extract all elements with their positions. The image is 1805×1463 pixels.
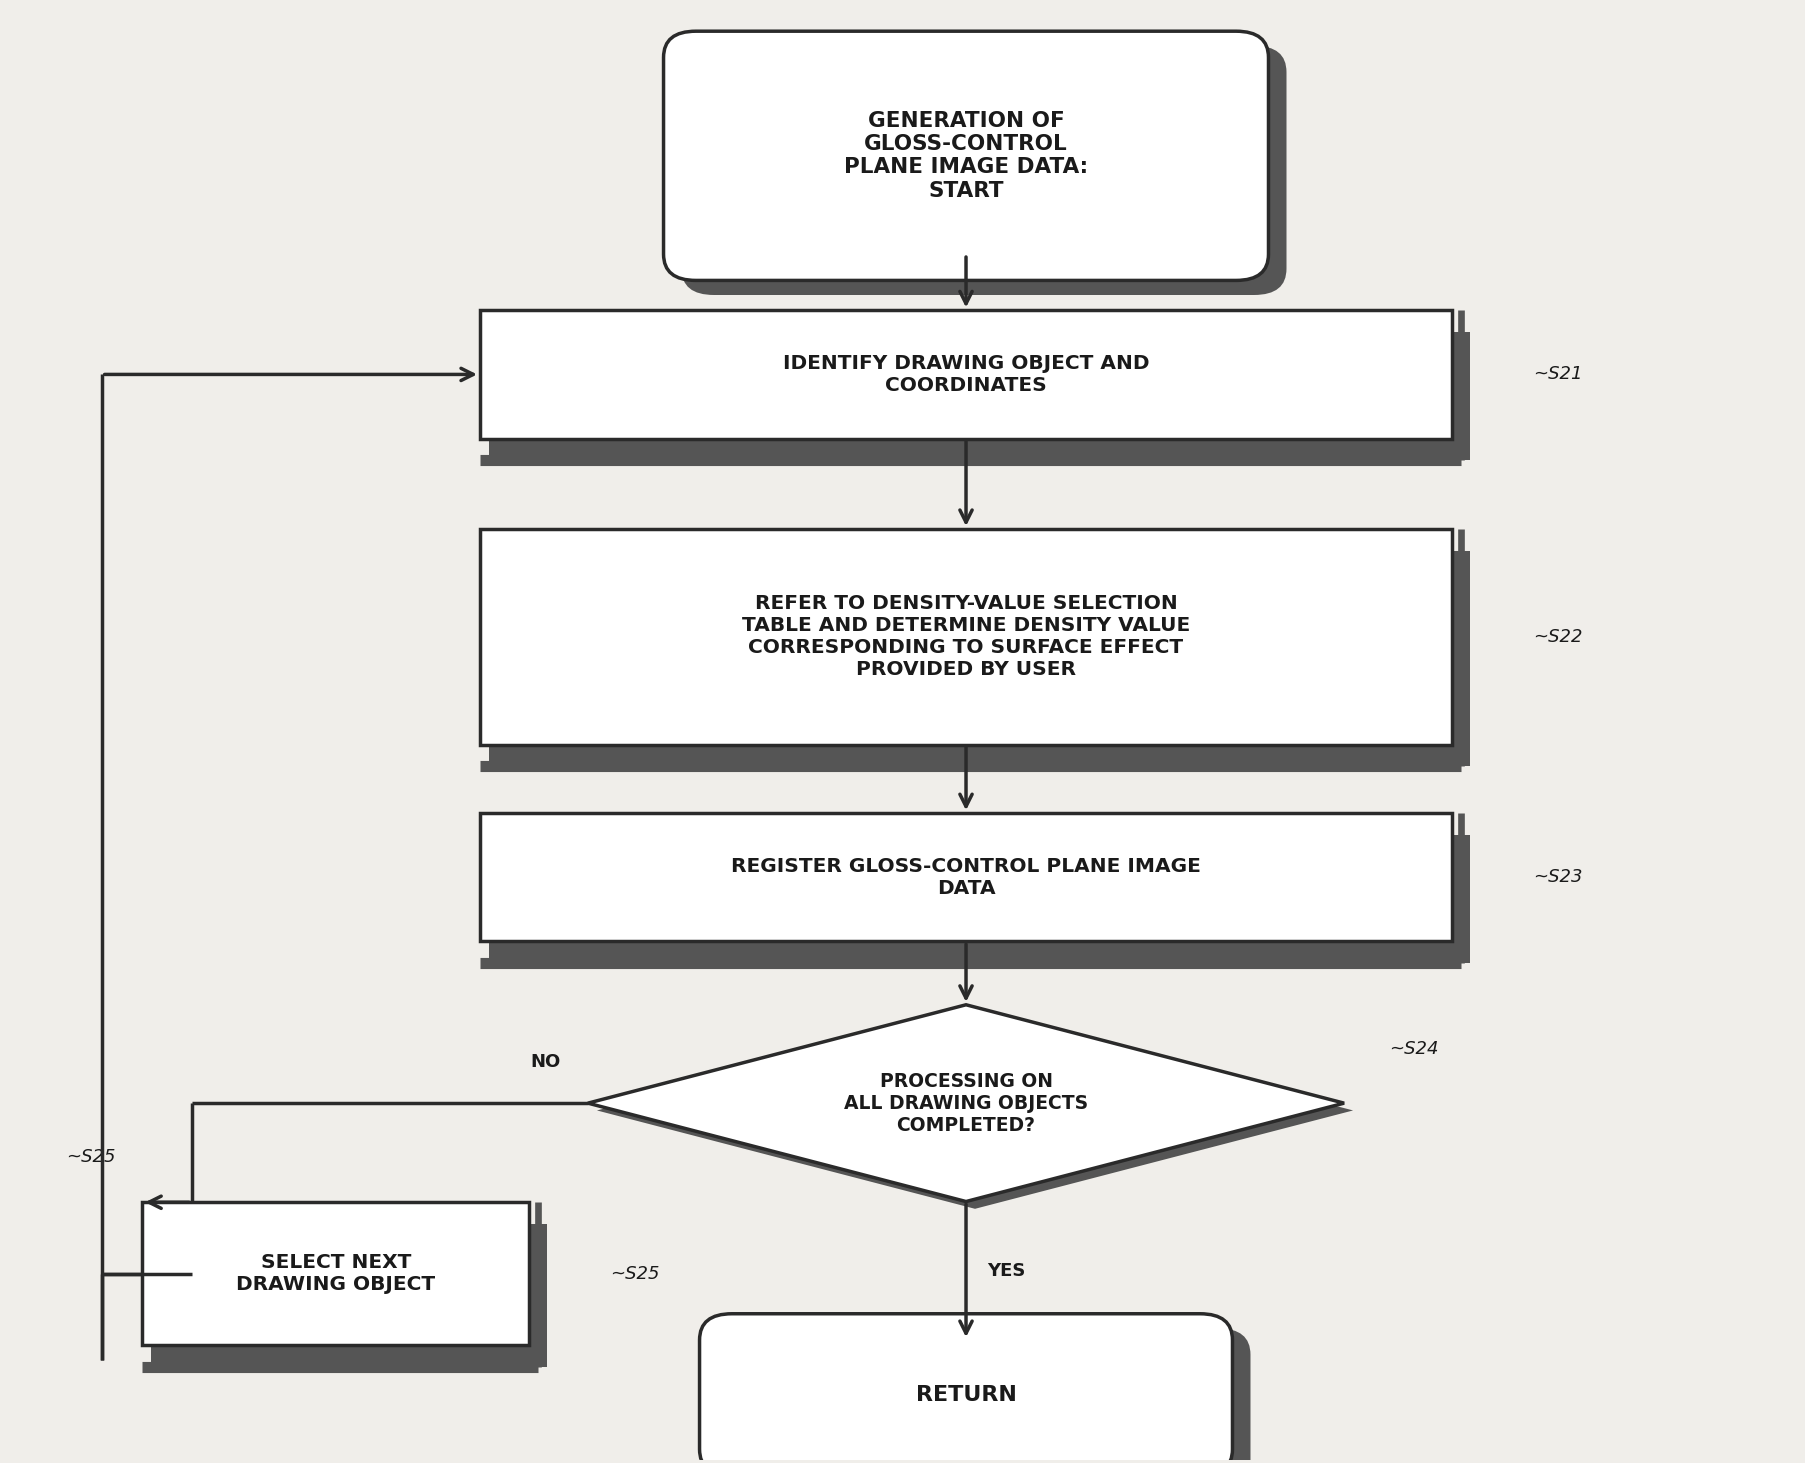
Bar	[480, 530, 1451, 745]
Text: GENERATION OF
GLOSS-CONTROL
PLANE IMAGE DATA:
START: GENERATION OF GLOSS-CONTROL PLANE IMAGE …	[843, 111, 1087, 200]
Polygon shape	[588, 1005, 1343, 1201]
Polygon shape	[597, 1012, 1352, 1208]
Text: ~S24: ~S24	[1388, 1040, 1439, 1058]
Text: ~S25: ~S25	[610, 1264, 659, 1283]
Bar	[489, 332, 1469, 461]
Bar	[152, 1225, 547, 1366]
FancyBboxPatch shape	[680, 45, 1285, 296]
Bar	[480, 813, 1451, 941]
FancyBboxPatch shape	[699, 1314, 1231, 1463]
Text: PROCESSING ON
ALL DRAWING OBJECTS
COMPLETED?: PROCESSING ON ALL DRAWING OBJECTS COMPLE…	[843, 1072, 1087, 1135]
Text: NO: NO	[531, 1053, 561, 1071]
Text: IDENTIFY DRAWING OBJECT AND
COORDINATES: IDENTIFY DRAWING OBJECT AND COORDINATES	[782, 354, 1148, 395]
Bar	[489, 550, 1469, 767]
Text: ~S23: ~S23	[1532, 868, 1581, 887]
Text: ~S25: ~S25	[65, 1148, 116, 1166]
Text: REGISTER GLOSS-CONTROL PLANE IMAGE
DATA: REGISTER GLOSS-CONTROL PLANE IMAGE DATA	[731, 857, 1200, 898]
FancyBboxPatch shape	[717, 1328, 1249, 1463]
Text: RETURN: RETURN	[915, 1384, 1016, 1404]
Text: ~S21: ~S21	[1532, 366, 1581, 383]
FancyBboxPatch shape	[662, 31, 1267, 281]
Text: REFER TO DENSITY-VALUE SELECTION
TABLE AND DETERMINE DENSITY VALUE
CORRESPONDING: REFER TO DENSITY-VALUE SELECTION TABLE A…	[742, 594, 1189, 679]
Text: ~S22: ~S22	[1532, 628, 1581, 645]
Bar	[489, 835, 1469, 963]
Bar	[143, 1203, 529, 1344]
Text: SELECT NEXT
DRAWING OBJECT: SELECT NEXT DRAWING OBJECT	[236, 1254, 435, 1295]
Text: YES: YES	[987, 1261, 1025, 1280]
Bar	[480, 310, 1451, 439]
